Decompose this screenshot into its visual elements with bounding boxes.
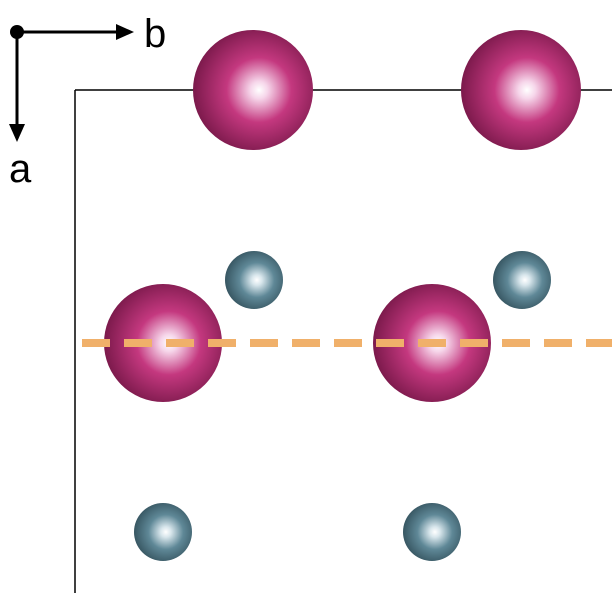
b-axis-label: b	[144, 12, 166, 56]
small-atom	[134, 503, 192, 561]
a-axis-arrow-head-icon	[9, 124, 25, 142]
small-atoms	[134, 251, 551, 561]
large-atom	[193, 30, 313, 150]
large-atoms	[104, 30, 581, 402]
large-atom	[104, 284, 222, 402]
large-atom	[461, 30, 581, 150]
small-atom	[225, 251, 283, 309]
a-axis-label: a	[9, 147, 32, 191]
b-axis-arrow-head-icon	[116, 24, 134, 40]
small-atom	[493, 251, 551, 309]
axis-indicator: b a	[9, 12, 166, 191]
small-atom	[403, 503, 461, 561]
